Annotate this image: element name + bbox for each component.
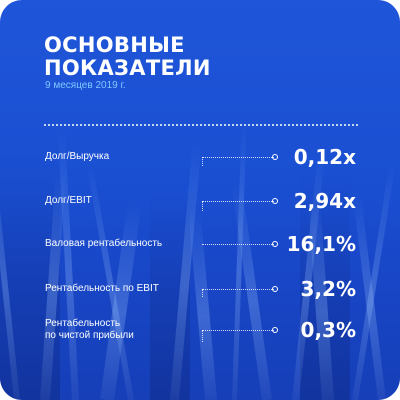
leader-line bbox=[202, 289, 203, 297]
marker-ring-icon bbox=[272, 327, 278, 333]
metric-label: Валовая рентабельность bbox=[45, 238, 163, 249]
page-title: ОСНОВНЫЕ ПОКАЗАТЕЛИ bbox=[44, 34, 211, 80]
leader-line bbox=[202, 201, 203, 211]
leader-line bbox=[202, 330, 203, 342]
title-line-1: ОСНОВНЫЕ bbox=[44, 33, 185, 57]
marker-ring-icon bbox=[272, 286, 278, 292]
metric-label: Долг/Выручка bbox=[45, 151, 110, 162]
leader-line bbox=[202, 330, 274, 331]
marker-ring-icon bbox=[272, 241, 278, 247]
title-line-2: ПОКАЗАТЕЛИ bbox=[44, 56, 211, 80]
metric-label: Долг/EBIT bbox=[45, 195, 92, 206]
marker-ring-icon bbox=[272, 198, 278, 204]
metric-label: Рентабельность по EBIT bbox=[45, 283, 159, 294]
leader-line bbox=[202, 157, 274, 158]
metric-value: 0,12x bbox=[293, 145, 356, 169]
leader-line bbox=[202, 157, 203, 166]
leader-line bbox=[202, 201, 274, 202]
period-subtitle: 9 месяцев 2019 г. bbox=[45, 80, 126, 91]
metric-value: 2,94x bbox=[293, 189, 356, 213]
metric-label-line-2: по чистой прибыли bbox=[45, 330, 134, 341]
leader-line bbox=[202, 244, 274, 245]
leader-line bbox=[202, 289, 274, 290]
metric-value: 3,2% bbox=[300, 277, 356, 301]
top-divider bbox=[44, 124, 358, 126]
metric-label-line-1: Рентабельность bbox=[45, 318, 121, 329]
metric-value: 0,3% bbox=[300, 318, 356, 342]
metric-value: 16,1% bbox=[286, 232, 356, 256]
metric-label: Рентабельность по чистой прибыли bbox=[45, 318, 134, 342]
marker-ring-icon bbox=[272, 154, 278, 160]
